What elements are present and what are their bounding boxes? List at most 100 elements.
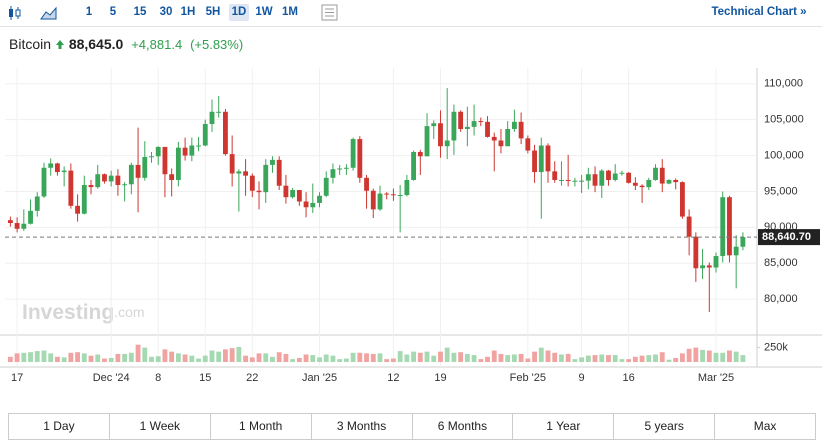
interval-button[interactable]: 1D	[229, 4, 249, 21]
range-button[interactable]: 1 Year	[513, 414, 615, 439]
candle-body	[700, 265, 705, 269]
candle-body	[552, 171, 558, 180]
candle-body	[95, 174, 101, 188]
candle-body	[525, 138, 531, 151]
range-button[interactable]: 1 Day	[9, 414, 110, 439]
volume-bar	[592, 355, 598, 362]
volume-bar	[552, 352, 558, 362]
volume-bar	[317, 357, 322, 362]
volume-bar	[572, 359, 578, 362]
range-button[interactable]: 3 Months	[312, 414, 413, 439]
volume-bar	[673, 357, 679, 362]
price: 88,645.0	[68, 36, 124, 52]
candle-body	[263, 164, 269, 193]
range-button[interactable]: 1 Week	[110, 414, 211, 439]
candle-body	[223, 111, 228, 155]
volume-bar	[162, 349, 168, 362]
candle-body	[21, 223, 27, 229]
candle-body	[417, 151, 423, 157]
candle-body	[733, 246, 739, 256]
change: +4,881.4	[131, 37, 183, 52]
volume-bar	[323, 354, 329, 362]
volume-bar	[169, 351, 175, 362]
candle-body	[391, 194, 396, 196]
candle-body	[451, 111, 457, 141]
candle-body	[236, 171, 242, 174]
volume-bar	[81, 353, 87, 362]
volume-bar	[505, 355, 511, 362]
candle-body	[142, 157, 148, 178]
volume-bar	[182, 354, 188, 362]
technical-chart-link[interactable]: Technical Chart »	[711, 6, 807, 18]
candle-body	[28, 210, 33, 224]
volume-bar	[733, 351, 739, 362]
candle-body	[216, 111, 222, 113]
candle-body	[706, 265, 712, 268]
indicators-icon[interactable]	[321, 4, 339, 22]
candle-body	[411, 151, 417, 180]
volume-bar	[223, 349, 228, 362]
candle-body	[68, 170, 74, 206]
candle-body	[54, 163, 60, 173]
volume-bar	[34, 351, 40, 362]
candle-body	[14, 223, 20, 229]
volume-bar	[619, 359, 625, 362]
candle-body	[404, 179, 410, 196]
volume-bar	[438, 351, 443, 362]
interval-button[interactable]: 1M	[282, 6, 298, 18]
interval-button[interactable]: 1	[85, 6, 93, 18]
y-tick-label: 100,000	[764, 149, 804, 161]
x-tick-label: 15	[199, 372, 211, 384]
candle-body	[169, 174, 175, 180]
candle-body	[585, 174, 591, 181]
interval-button[interactable]: 30	[159, 6, 173, 18]
volume-bar	[256, 353, 262, 362]
candle-body	[108, 175, 114, 182]
candle-body	[471, 121, 477, 127]
interval-button[interactable]: 1H	[180, 6, 196, 18]
y-tick-label: 80,000	[764, 293, 798, 305]
volume-bar	[464, 353, 470, 362]
volume-bar	[155, 356, 161, 362]
volume-bar	[444, 347, 450, 362]
volume-bar	[236, 347, 242, 362]
candle-body	[88, 184, 94, 188]
volume-bar	[364, 353, 369, 362]
volume-bar	[357, 352, 363, 362]
candle-body	[128, 164, 134, 185]
x-tick-label: 17	[11, 372, 23, 384]
candle-body	[256, 190, 262, 193]
candle-icon[interactable]	[7, 5, 23, 21]
candle-body	[693, 236, 699, 269]
candle-body	[317, 195, 322, 203]
x-tick-label: Dec '24	[93, 372, 130, 384]
volume-bar	[411, 351, 417, 362]
volume-bar	[14, 353, 20, 362]
candle-body	[303, 201, 309, 208]
range-button[interactable]: 6 Months	[413, 414, 514, 439]
candle-body	[606, 170, 611, 180]
range-button[interactable]: 5 years	[614, 414, 716, 439]
volume-bar	[632, 356, 638, 362]
volume-bar	[343, 358, 349, 362]
volume-bar	[451, 352, 457, 362]
interval-button[interactable]: 5H	[205, 6, 221, 18]
volume-bar	[7, 356, 13, 362]
candle-body	[478, 121, 484, 123]
range-button[interactable]: 1 Month	[211, 414, 312, 439]
interval-button[interactable]: 1W	[255, 6, 273, 18]
volume-bar	[424, 351, 430, 362]
volume-bar	[391, 358, 396, 362]
volume-bar	[370, 353, 376, 362]
volume-bar	[659, 352, 665, 362]
volume-bar	[720, 352, 726, 362]
candle-body	[7, 220, 13, 224]
range-button[interactable]: Max	[753, 419, 777, 433]
candle-body	[431, 123, 437, 127]
interval-button[interactable]: 15	[133, 6, 147, 18]
area-icon[interactable]	[40, 5, 58, 21]
candle-body	[175, 147, 181, 180]
interval-button[interactable]: 5	[109, 6, 117, 18]
candle-body	[350, 139, 356, 168]
candle-body	[666, 179, 672, 184]
